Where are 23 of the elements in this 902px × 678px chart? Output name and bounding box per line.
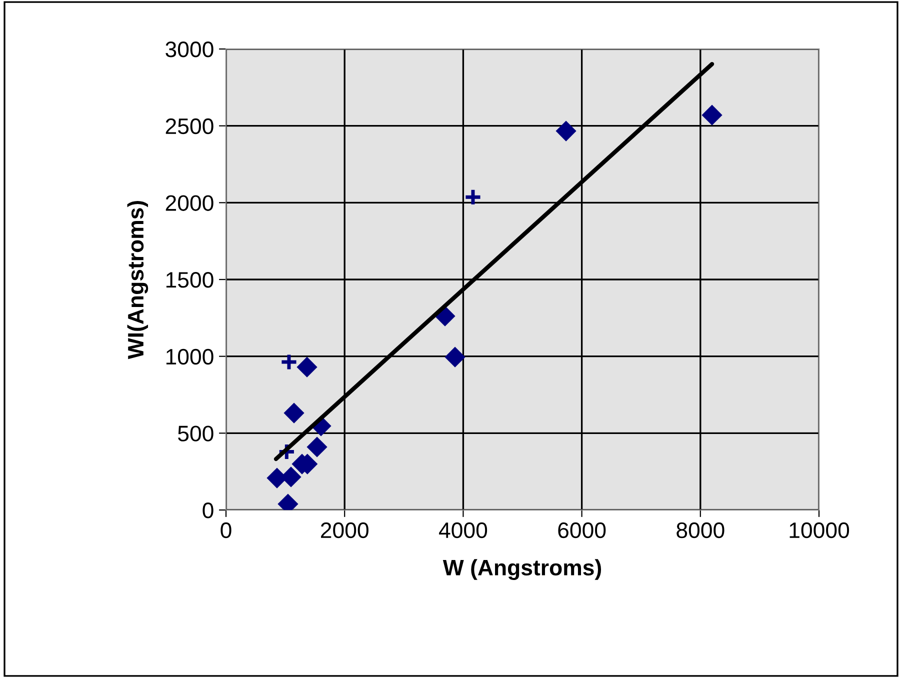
point	[556, 120, 576, 142]
y-tick-label: 2000	[166, 195, 214, 211]
x-tick-label: 10000	[790, 522, 850, 538]
y-tick-label: 2500	[166, 118, 214, 134]
y-tick-label: 0	[202, 502, 214, 518]
point	[280, 353, 298, 372]
y-axis-title: WI(Angstroms)	[127, 200, 148, 360]
point	[444, 346, 466, 368]
x-tick-label: 6000	[558, 522, 606, 538]
point	[306, 436, 328, 458]
point	[296, 356, 318, 378]
x-tick-label: 2000	[321, 522, 368, 538]
y-tick-label: 500	[178, 426, 214, 442]
y-tick-label: 1000	[166, 348, 214, 365]
x-tick-label: 0	[220, 522, 232, 538]
x-tick-label: 4000	[438, 522, 488, 538]
y-tick-label: 3000	[166, 42, 214, 58]
x-tick-label: 8000	[676, 522, 724, 538]
point	[284, 402, 304, 424]
x-axis-title: W (Angstroms)	[442, 559, 602, 580]
point	[464, 188, 482, 206]
y-tick-label: 1500	[166, 272, 214, 288]
point	[702, 104, 722, 126]
